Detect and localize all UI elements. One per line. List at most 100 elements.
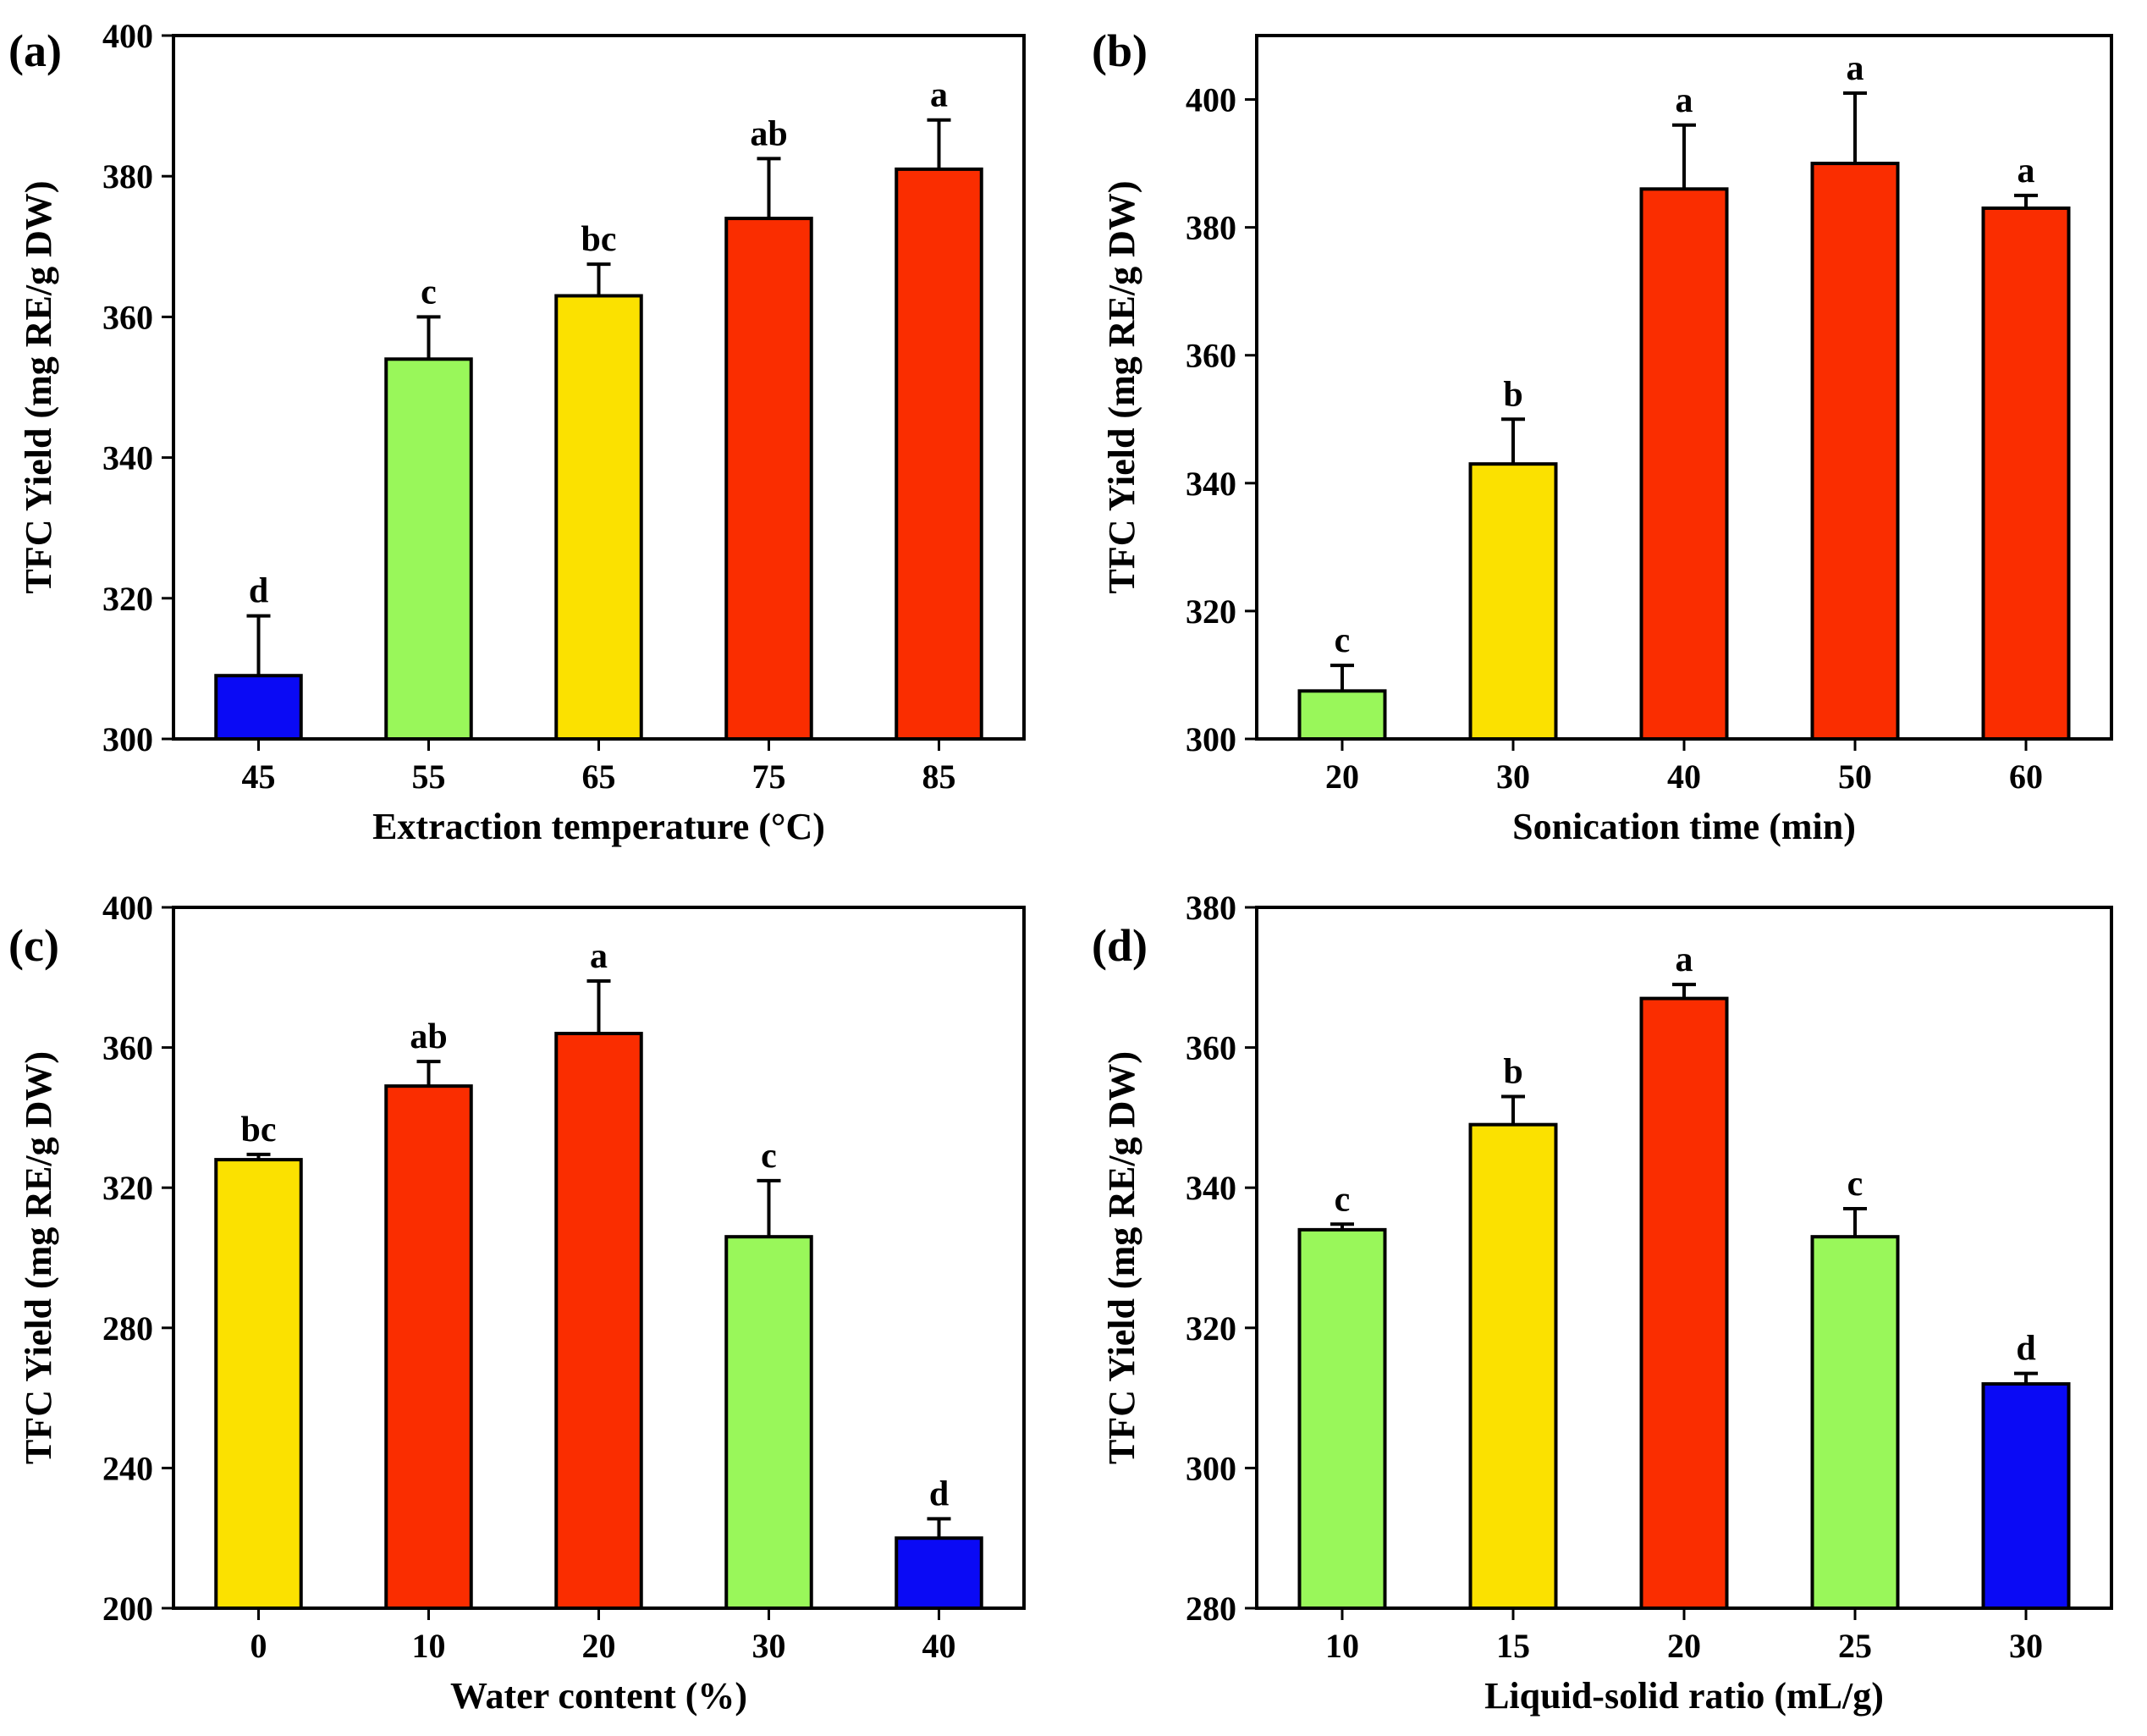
significance-label: c <box>1335 1180 1351 1219</box>
bar <box>554 1032 643 1611</box>
bar <box>1810 1235 1900 1611</box>
significance-label: a <box>930 76 948 115</box>
y-axis-title: TFC Yield (mg RE/g DW) <box>1101 1051 1142 1464</box>
panel-label: (a) <box>8 25 62 76</box>
y-tick-label: 240 <box>102 1449 153 1487</box>
y-axis-title: TFC Yield (mg RE/g DW) <box>18 1051 59 1464</box>
y-tick-label: 380 <box>1186 209 1236 247</box>
significance-label: c <box>761 1137 777 1176</box>
x-tick-label: 10 <box>412 1627 446 1665</box>
x-tick-label: 60 <box>2009 758 2043 796</box>
x-tick-label: 75 <box>752 758 786 796</box>
panel-label: (b) <box>1092 25 1148 76</box>
significance-label: d <box>249 572 268 611</box>
plot-frame <box>1255 34 2113 741</box>
y-tick-label: 380 <box>1186 889 1236 927</box>
significance-label: d <box>929 1474 949 1513</box>
chart-panel-3: (d) c 10 b 15 a 20 c 25 d 30 280 300 320 340 360 380 Liqu… <box>1092 889 2113 1717</box>
x-axis-title: Liquid-solid ratio (mL/g) <box>1484 1675 1884 1717</box>
x-tick-label: 45 <box>242 758 276 796</box>
bar <box>1297 689 1387 741</box>
bar <box>1810 162 1900 741</box>
x-tick-label: 0 <box>250 1627 267 1665</box>
bar <box>1468 462 1558 741</box>
x-tick-label: 20 <box>1325 758 1359 796</box>
x-tick-label: 55 <box>412 758 446 796</box>
bar <box>214 1158 303 1610</box>
bar <box>1981 206 2071 741</box>
y-tick-label: 380 <box>102 157 153 196</box>
x-tick-label: 30 <box>2009 1627 2043 1665</box>
x-axis-title: Sonication time (min) <box>1512 806 1856 847</box>
significance-label: bc <box>241 1110 277 1149</box>
bar <box>1639 187 1729 741</box>
x-tick-label: 15 <box>1496 1627 1530 1665</box>
chart-panel-0: (a) d 45 c 55 bc 65 ab 75 a 85 300 320 340 360 380 400 Ex… <box>8 17 1026 847</box>
y-tick-label: 400 <box>102 889 153 927</box>
y-tick-label: 300 <box>1186 720 1236 758</box>
x-axis-title: Water content (%) <box>450 1675 747 1717</box>
bar <box>1468 1122 1558 1611</box>
significance-label: b <box>1503 375 1522 414</box>
significance-label: ab <box>410 1017 447 1056</box>
bar <box>895 167 983 741</box>
x-tick-label: 65 <box>582 758 616 796</box>
y-tick-label: 360 <box>102 298 153 336</box>
significance-label: c <box>1335 621 1351 660</box>
significance-label: a <box>1676 940 1693 979</box>
x-tick-label: 85 <box>922 758 956 796</box>
bar <box>384 1084 473 1610</box>
bar <box>1981 1382 2071 1611</box>
x-tick-label: 10 <box>1325 1627 1359 1665</box>
y-tick-label: 300 <box>102 720 153 758</box>
significance-label: c <box>421 273 437 311</box>
bar <box>724 1235 813 1611</box>
y-tick-label: 280 <box>1186 1590 1236 1628</box>
y-tick-label: 360 <box>102 1029 153 1067</box>
panel-label: (c) <box>8 920 59 971</box>
significance-label: d <box>2016 1330 2035 1369</box>
bar <box>1297 1227 1387 1610</box>
plot-frame <box>172 34 1026 741</box>
significance-label: bc <box>581 220 617 259</box>
bar <box>214 674 303 741</box>
significance-label: a <box>1676 81 1693 120</box>
significance-label: ab <box>750 114 787 153</box>
x-tick-label: 20 <box>582 1627 616 1665</box>
bar <box>724 217 813 741</box>
y-tick-label: 340 <box>1186 465 1236 503</box>
y-tick-label: 360 <box>1186 337 1236 375</box>
y-tick-label: 340 <box>102 439 153 477</box>
significance-label: c <box>1847 1165 1863 1204</box>
y-tick-label: 340 <box>1186 1169 1236 1207</box>
y-tick-label: 200 <box>102 1590 153 1628</box>
plot-frame <box>172 906 1026 1610</box>
x-tick-label: 30 <box>1496 758 1530 796</box>
significance-label: b <box>1503 1053 1522 1092</box>
chart-panel-1: (b) c 20 b 30 a 40 a 50 a 60 300 320 340 360 380 400 Soni… <box>1092 25 2113 847</box>
chart-panel-2: (c) bc 0 ab 10 a 20 c 30 d 40 200 240 280 320 360 400 Wat… <box>8 889 1026 1717</box>
x-axis-title: Extraction temperature (°C) <box>372 806 825 847</box>
panel-label: (d) <box>1092 920 1148 971</box>
y-tick-label: 320 <box>102 580 153 618</box>
y-tick-label: 280 <box>102 1309 153 1347</box>
significance-label: a <box>590 937 608 976</box>
x-tick-label: 40 <box>922 1627 956 1665</box>
significance-label: a <box>1847 49 1864 88</box>
bar <box>384 357 473 741</box>
y-axis-title: TFC Yield (mg RE/g DW) <box>1101 180 1142 593</box>
y-axis-title: TFC Yield (mg RE/g DW) <box>18 180 59 593</box>
bar <box>554 294 643 741</box>
y-tick-label: 300 <box>1186 1449 1236 1487</box>
x-tick-label: 30 <box>752 1627 786 1665</box>
y-tick-label: 400 <box>1186 81 1236 119</box>
bar <box>1639 996 1729 1610</box>
y-tick-label: 320 <box>1186 592 1236 631</box>
y-tick-label: 360 <box>1186 1029 1236 1067</box>
y-tick-label: 400 <box>102 17 153 55</box>
significance-label: a <box>2018 152 2035 190</box>
x-tick-label: 50 <box>1838 758 1872 796</box>
plot-frame <box>1255 906 2113 1610</box>
x-tick-label: 40 <box>1667 758 1701 796</box>
